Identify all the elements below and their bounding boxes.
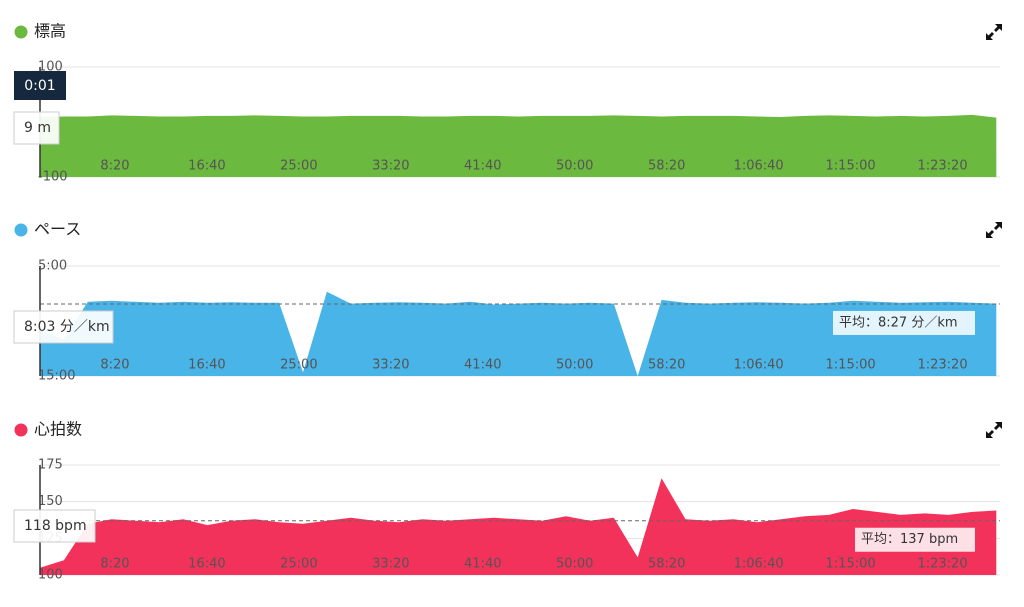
x-tick-label: 41:40 — [464, 557, 501, 572]
y-tick-label: 175 — [38, 458, 63, 473]
tooltip-value: 118 bpm — [24, 518, 87, 534]
expand-icon[interactable] — [986, 422, 1002, 438]
tooltip-box — [13, 310, 114, 344]
area — [40, 114, 997, 177]
cursor-time: 0:01 — [24, 78, 55, 94]
x-tick-label: 8:20 — [100, 557, 129, 572]
expand-icon[interactable] — [986, 222, 1002, 238]
expand-icon-path — [986, 422, 1002, 438]
area — [40, 478, 997, 575]
x-tick-label: 25:00 — [280, 358, 317, 373]
tooltip-value: 9 m — [24, 120, 51, 136]
x-tick-label: 33:20 — [372, 159, 409, 174]
x-tick-label: 50:00 — [556, 557, 593, 572]
x-tick-label: 1:23:20 — [917, 358, 967, 373]
average-box — [833, 310, 975, 335]
x-tick-label: 16:40 — [188, 159, 225, 174]
chart-title: 心拍数 — [34, 420, 82, 439]
tooltip-box — [13, 111, 60, 145]
x-tick-label: 33:20 — [372, 557, 409, 572]
x-tick-label: 58:20 — [648, 159, 685, 174]
y-tick-label: 15:00 — [38, 369, 75, 384]
x-tick-label: 50:00 — [556, 358, 593, 373]
expand-icon[interactable] — [986, 24, 1002, 40]
tooltip-box — [13, 509, 96, 543]
average-label: 平均：8:27 分／km — [839, 315, 958, 330]
x-tick-label: 58:20 — [648, 557, 685, 572]
legend-dot — [14, 25, 28, 39]
x-tick-label: 41:40 — [464, 159, 501, 174]
average-label: 平均：137 bpm — [861, 532, 958, 547]
x-tick-label: 1:23:20 — [917, 159, 967, 174]
x-tick-label: 8:20 — [100, 159, 129, 174]
x-tick-label: 1:15:00 — [826, 557, 876, 572]
x-tick-label: 25:00 — [280, 159, 317, 174]
legend-dot — [14, 423, 28, 437]
tooltip-value: 8:03 分／km — [24, 319, 110, 335]
cursor-time-box — [14, 71, 66, 100]
x-tick-label: 16:40 — [188, 358, 225, 373]
x-tick-label: 50:00 — [556, 159, 593, 174]
y-tick-label: 5:00 — [38, 259, 67, 274]
x-tick-label: 1:06:40 — [734, 159, 784, 174]
y-tick-label: 150 — [38, 494, 63, 509]
x-tick-label: 33:20 — [372, 358, 409, 373]
x-tick-label: 16:40 — [188, 557, 225, 572]
x-tick-label: 1:06:40 — [734, 557, 784, 572]
area — [40, 291, 997, 376]
x-tick-label: 8:20 — [100, 358, 129, 373]
x-tick-label: 58:20 — [648, 358, 685, 373]
y-tick-label: 100 — [38, 60, 63, 75]
x-tick-label: 41:40 — [464, 358, 501, 373]
chart-title: 標高 — [34, 22, 66, 41]
y-tick-label: 100 — [38, 568, 63, 583]
expand-icon-path — [986, 222, 1002, 238]
x-tick-label: 1:23:20 — [917, 557, 967, 572]
average-box — [855, 527, 975, 552]
x-tick-label: 1:15:00 — [826, 358, 876, 373]
x-tick-label: 1:06:40 — [734, 358, 784, 373]
y-tick-label: -100 — [38, 170, 68, 185]
x-tick-label: 1:15:00 — [826, 159, 876, 174]
expand-icon-path — [986, 24, 1002, 40]
x-tick-label: 25:00 — [280, 557, 317, 572]
legend-dot — [14, 223, 28, 237]
chart-title: ペース — [34, 220, 81, 239]
